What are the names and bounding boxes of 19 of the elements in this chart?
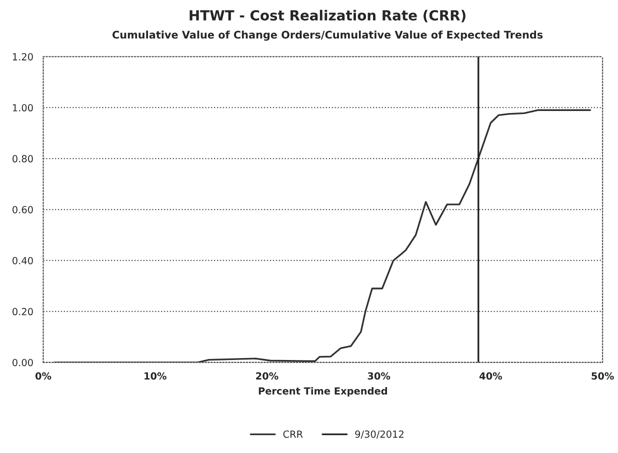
legend-label: 9/30/2012 bbox=[355, 430, 404, 439]
y-tick-label: 0.80 bbox=[12, 155, 33, 162]
x-tick-label: 30% bbox=[368, 372, 390, 380]
chart-subtitle: Cumulative Value of Change Orders/Cumulative Value of Expected Trends bbox=[112, 30, 543, 41]
y-tick-label: 0.00 bbox=[12, 358, 33, 366]
legend-label: CRR bbox=[283, 430, 303, 438]
x-tick-label: 40% bbox=[479, 372, 502, 380]
x-tick-label: 20% bbox=[256, 372, 278, 380]
chart-title: HTWT - Cost Realization Rate (CRR) bbox=[190, 10, 466, 22]
x-tick-label: 50% bbox=[592, 372, 614, 380]
y-tick-label: 0.60 bbox=[12, 206, 33, 214]
y-tick-label: 0.40 bbox=[12, 256, 33, 264]
y-tick-label: 1.00 bbox=[12, 104, 33, 112]
y-tick-label: 0.20 bbox=[12, 308, 33, 316]
line-series bbox=[54, 109, 592, 362]
x-tick-label: 0% bbox=[35, 372, 52, 380]
x-tick-label: 10% bbox=[144, 372, 166, 380]
x-axis-title: Percent Time Expended bbox=[258, 387, 387, 396]
y-tick-label: 1.20 bbox=[12, 53, 33, 60]
